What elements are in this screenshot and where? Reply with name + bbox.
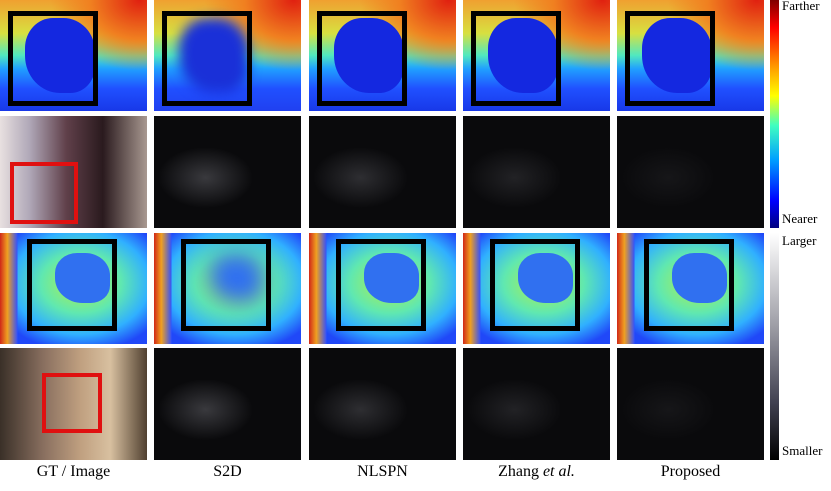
object-region (25, 18, 95, 93)
label-text: Zhang (498, 463, 539, 480)
label-text: NLSPN (357, 463, 408, 480)
column-label: Zhang et al. (463, 463, 610, 481)
depth-colorbar (770, 0, 779, 228)
highlight-box (10, 162, 78, 224)
image-panel (617, 116, 764, 228)
highlight-box (336, 239, 426, 331)
column-label: NLSPN (309, 463, 456, 481)
image-panel (309, 233, 456, 344)
image-panel (0, 116, 147, 228)
highlight-box (162, 11, 252, 106)
object-region (179, 18, 249, 93)
label-suffix: et al. (542, 463, 575, 480)
colorbar-label: Nearer (782, 211, 818, 226)
highlight-box (8, 11, 98, 106)
image-panel (309, 348, 456, 460)
image-panel (154, 116, 301, 228)
image-panel (617, 0, 764, 111)
colorbar-label: Farther (782, 0, 820, 13)
image-panel (0, 348, 147, 460)
highlight-box (625, 11, 715, 106)
object-region (642, 18, 712, 93)
highlight-box (181, 239, 271, 331)
label-text: Proposed (660, 463, 721, 480)
object-region (672, 253, 727, 303)
image-panel (463, 116, 610, 228)
object-region (334, 18, 404, 93)
colorbar-label: Smaller (782, 443, 823, 458)
object-region (364, 253, 419, 303)
highlight-box (471, 11, 561, 106)
highlight-box (27, 239, 117, 331)
image-panel (0, 0, 147, 111)
image-panel (617, 233, 764, 344)
column-label: Proposed (617, 463, 764, 481)
label-text: S2D (213, 463, 242, 480)
label-text: GT / Image (36, 463, 111, 480)
object-region (209, 253, 264, 303)
image-panel (309, 0, 456, 111)
highlight-box (644, 239, 734, 331)
image-panel (0, 233, 147, 344)
object-region (518, 253, 573, 303)
image-panel (463, 0, 610, 111)
column-label: GT / Image (0, 463, 147, 481)
object-region (488, 18, 558, 93)
colorbar-label: Larger (782, 233, 817, 248)
error-colorbar (770, 233, 779, 460)
image-panel (154, 0, 301, 111)
column-label: S2D (154, 463, 301, 481)
image-panel (463, 348, 610, 460)
highlight-box (42, 373, 102, 433)
object-region (55, 253, 110, 303)
highlight-box (317, 11, 407, 106)
highlight-box (490, 239, 580, 331)
image-panel (154, 233, 301, 344)
image-panel (617, 348, 764, 460)
image-panel (463, 233, 610, 344)
image-panel (309, 116, 456, 228)
image-panel (154, 348, 301, 460)
